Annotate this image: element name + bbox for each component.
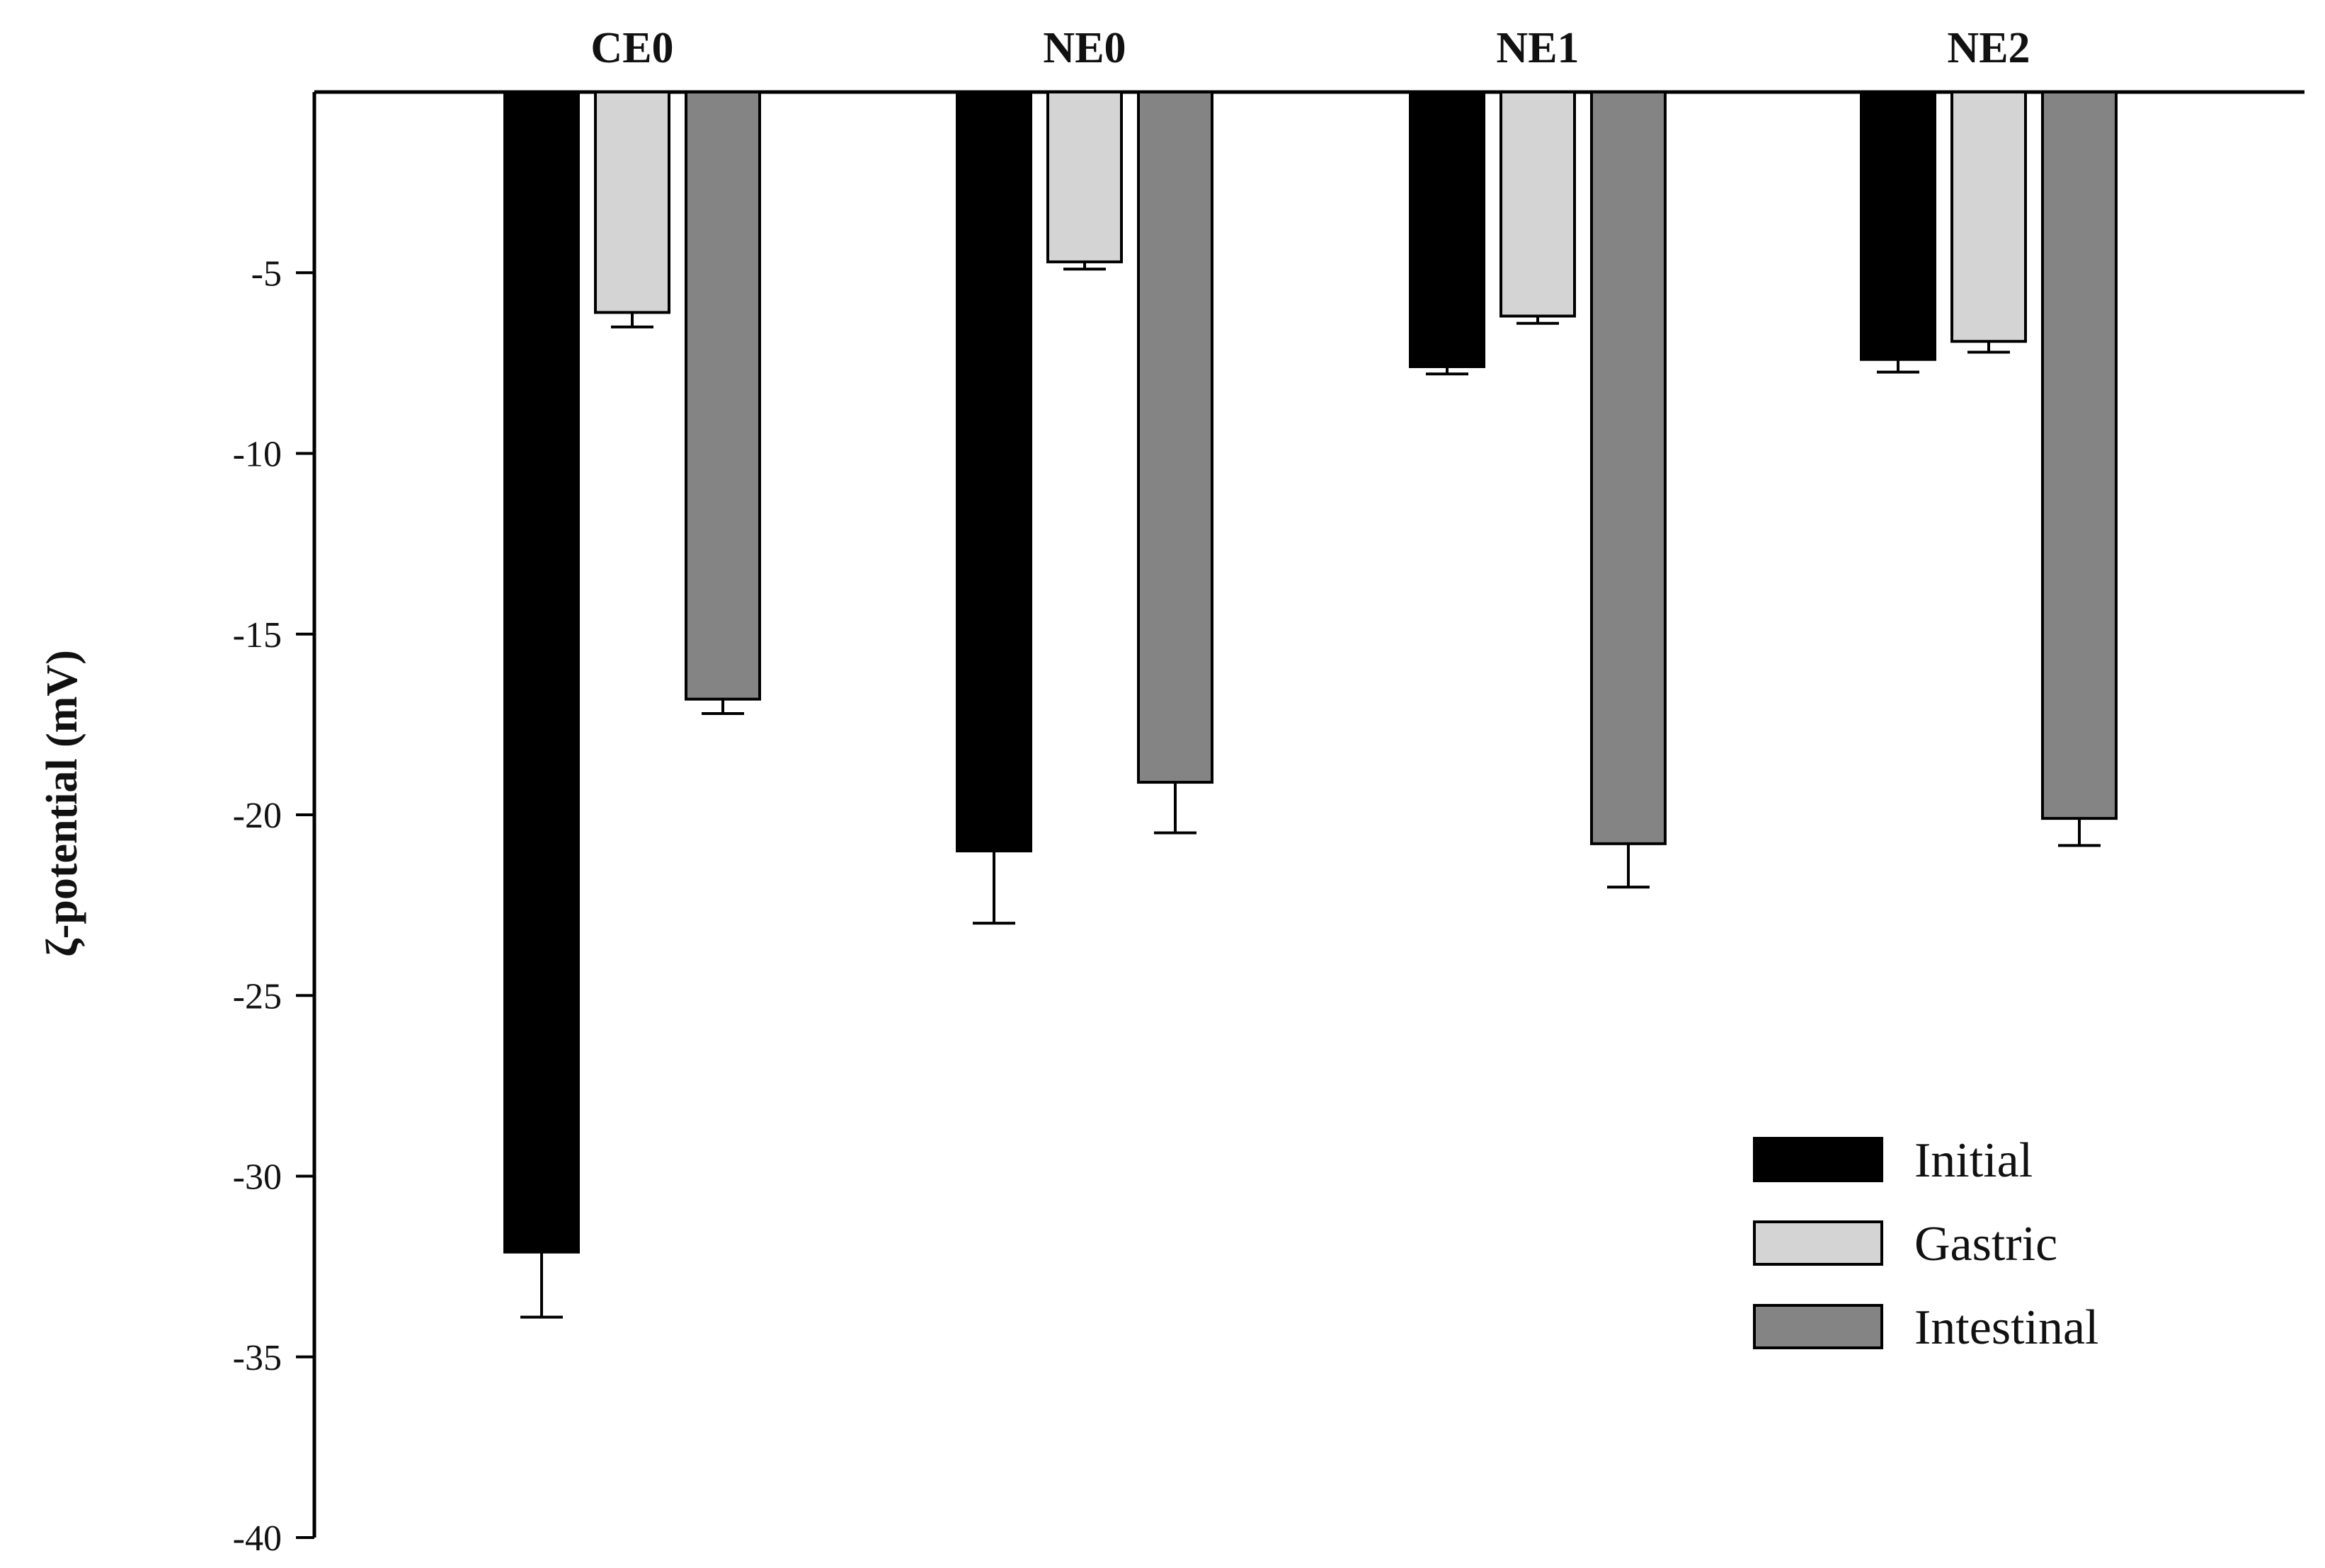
bar-intestinal-ne0: [1137, 91, 1213, 784]
category-label-ne2: NE2: [1947, 24, 2030, 72]
bar-gastric-ne2: [1950, 91, 2027, 343]
y-tick-label: -5: [251, 253, 282, 294]
bars: [503, 91, 2118, 1319]
legend: Initial Gastric Intestinal: [1753, 1133, 2098, 1355]
legend-swatch-intestinal: [1753, 1304, 1883, 1349]
y-tick-label: -35: [233, 1338, 282, 1378]
category-label-ce0: CE0: [590, 24, 673, 72]
bar-gastric-ce0: [594, 91, 670, 314]
bar-initial-ne2: [1860, 91, 1936, 361]
y-tick-label: -25: [233, 976, 282, 1017]
bar-intestinal-ne1: [1590, 91, 1667, 845]
category-label-ne1: NE1: [1496, 24, 1579, 72]
bar-initial-ce0: [503, 91, 580, 1254]
bar-intestinal-ce0: [685, 91, 761, 701]
bar-initial-ne0: [956, 91, 1032, 853]
y-tick-label: -10: [233, 435, 282, 475]
legend-swatch-gastric: [1753, 1220, 1883, 1266]
y-axis-ticks: -5 -10 -15 -20 -25 -30 -35 -40: [233, 253, 314, 1559]
bar-gastric-ne0: [1046, 91, 1123, 263]
y-tick-label: -20: [233, 796, 282, 836]
y-tick-label: -40: [233, 1518, 282, 1559]
bar-intestinal-ne2: [2041, 91, 2118, 820]
category-label-ne0: NE0: [1043, 24, 1126, 72]
y-tick-label: -15: [233, 615, 282, 656]
category-labels: CE0 NE0 NE1 NE2: [590, 24, 2030, 72]
y-tick-label: -30: [233, 1157, 282, 1198]
bar-gastric-ne1: [1499, 91, 1576, 318]
y-axis-label: ζ-potential (mV): [38, 650, 86, 957]
bar-initial-ne1: [1409, 91, 1485, 368]
legend-label-initial: Initial: [1914, 1133, 2033, 1188]
legend-label-gastric: Gastric: [1914, 1217, 2057, 1271]
legend-swatch-initial: [1753, 1137, 1883, 1182]
legend-label-intestinal: Intestinal: [1914, 1300, 2098, 1355]
